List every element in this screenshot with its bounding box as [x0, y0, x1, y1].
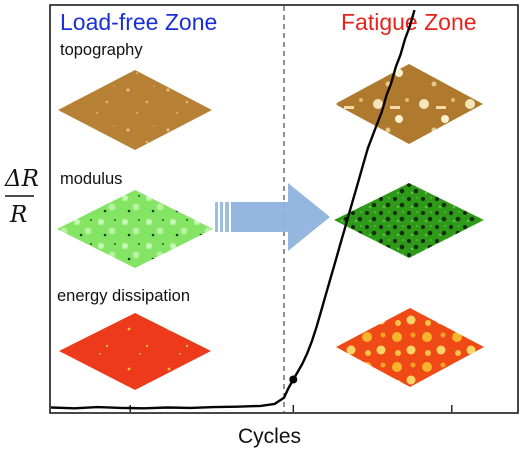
y-axis-label: ΔR R — [4, 166, 39, 228]
series-line — [50, 9, 416, 410]
energy-dissipation-map-load-free — [59, 313, 211, 390]
series-point-marker — [289, 375, 298, 384]
topography-map-load-free — [58, 70, 212, 150]
svg-text:R: R — [9, 202, 27, 228]
zone-title-load-free: Load-free Zone — [60, 9, 217, 35]
svg-text:ΔR: ΔR — [4, 166, 39, 192]
panel-label-energy-dissipation: energy dissipation — [57, 287, 190, 305]
panel-label-topography: topography — [60, 41, 143, 59]
modulus-map-load-free — [57, 190, 213, 268]
panel-label-modulus: modulus — [60, 170, 122, 188]
energy-dissipation-map-fatigue — [336, 308, 484, 387]
transition-arrow — [215, 183, 330, 251]
modulus-map-fatigue — [334, 183, 484, 258]
plot-frame — [49, 4, 519, 414]
topography-map-fatigue — [335, 64, 483, 144]
x-axis-label: Cycles — [238, 425, 301, 448]
